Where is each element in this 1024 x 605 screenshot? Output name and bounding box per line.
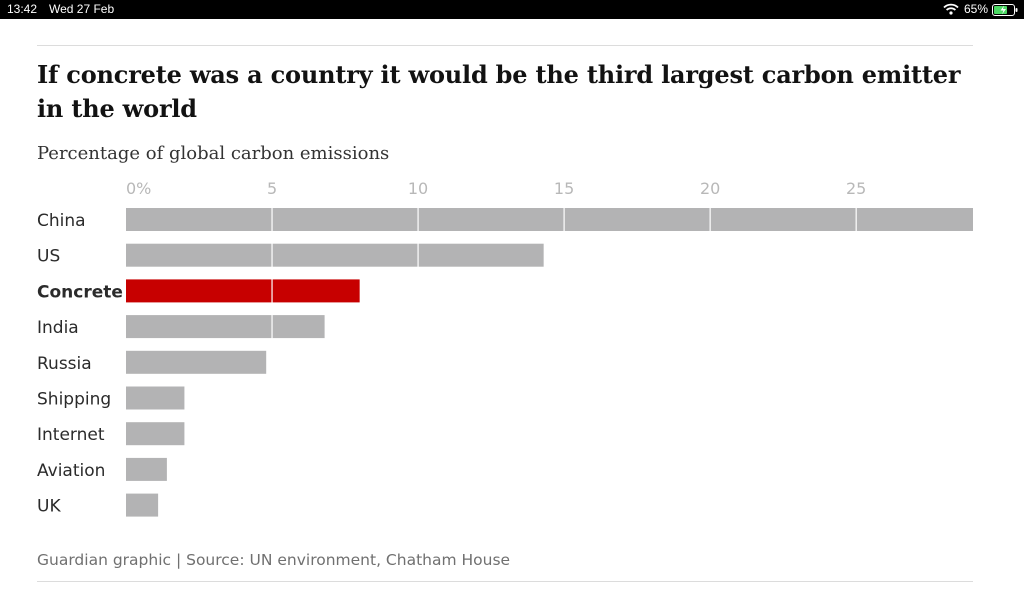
bar-chart: 0% 5 10 15 20 25 China US Concrete India Russia Shi…: [37, 179, 973, 517]
x-tick-label: 10: [408, 179, 428, 198]
battery-charging-icon: [992, 4, 1018, 16]
source-note: Guardian graphic | Source: UN environmen…: [37, 551, 511, 569]
x-tick-label: 0%: [126, 179, 151, 198]
chart-subtitle: Percentage of global carbon emissions: [37, 143, 390, 164]
x-tick-label: 5: [267, 179, 277, 198]
bar-internet: [126, 422, 185, 446]
category-label: Aviation: [37, 461, 105, 481]
wifi-icon: [943, 3, 959, 15]
x-tick-label: 15: [554, 179, 574, 198]
x-tick-label: 20: [700, 179, 720, 198]
bar-uk: [126, 493, 159, 517]
bar-us: [126, 243, 544, 267]
bar-russia: [126, 350, 267, 374]
category-label: US: [37, 247, 60, 267]
category-label: Shipping: [37, 390, 111, 410]
bottom-divider: [37, 581, 973, 582]
bar-aviation: [126, 457, 167, 481]
category-label: Concrete: [37, 282, 123, 302]
status-time: 13:42: [7, 2, 38, 16]
x-tick-label: 25: [846, 179, 866, 198]
status-bar: 13:42 Wed 27 Feb 65%: [0, 0, 1024, 19]
bar-china: [126, 208, 973, 231]
status-date: Wed 27 Feb: [49, 2, 115, 16]
top-divider: [37, 45, 973, 46]
bar-india: [126, 315, 325, 339]
bar-shipping: [126, 386, 185, 410]
category-label: Russia: [37, 354, 92, 374]
category-label: Internet: [37, 425, 105, 445]
category-label: China: [37, 211, 86, 231]
category-label: UK: [37, 497, 61, 517]
chart-title: If concrete was a country it would be th…: [37, 60, 961, 123]
battery-percentage: 65%: [964, 2, 989, 16]
category-label: India: [37, 318, 79, 338]
bar-concrete: [126, 279, 360, 303]
